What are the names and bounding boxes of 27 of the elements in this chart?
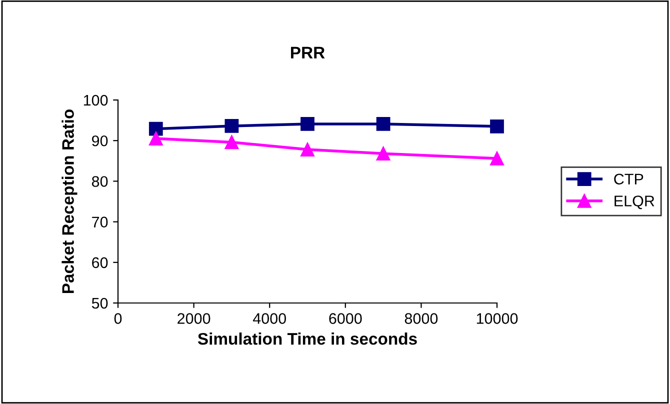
y-tick-label: 50 [92, 298, 108, 309]
point [148, 122, 163, 136]
x-tick-label: 2000 [178, 313, 210, 324]
x-tick-label: 10000 [476, 313, 518, 324]
point [376, 117, 390, 131]
y-axis-title: Packet Reception Ratio [62, 110, 78, 293]
x-axis-title: Simulation Time in seconds [198, 332, 417, 345]
x-tick-label: 6000 [329, 313, 362, 324]
y-tick-label: 60 [92, 257, 108, 268]
point [300, 142, 314, 156]
y-tick-label: 90 [92, 135, 108, 146]
point [490, 119, 504, 134]
x-tick-label: 8000 [404, 313, 438, 324]
x-tick-label: 4000 [252, 313, 286, 324]
point [376, 146, 390, 161]
chart-title: PRR [291, 46, 325, 58]
legend-label: CTP [614, 174, 644, 185]
point [224, 135, 239, 150]
point [148, 132, 163, 146]
point [300, 117, 314, 131]
x-tick-label: 0 [114, 313, 122, 324]
y-tick-label: 80 [92, 176, 108, 187]
y-tick-label: 100 [84, 94, 108, 106]
y-tick-label: 70 [92, 216, 108, 228]
legend-label: ELQR [614, 196, 654, 210]
point [490, 152, 504, 166]
point [224, 119, 239, 133]
